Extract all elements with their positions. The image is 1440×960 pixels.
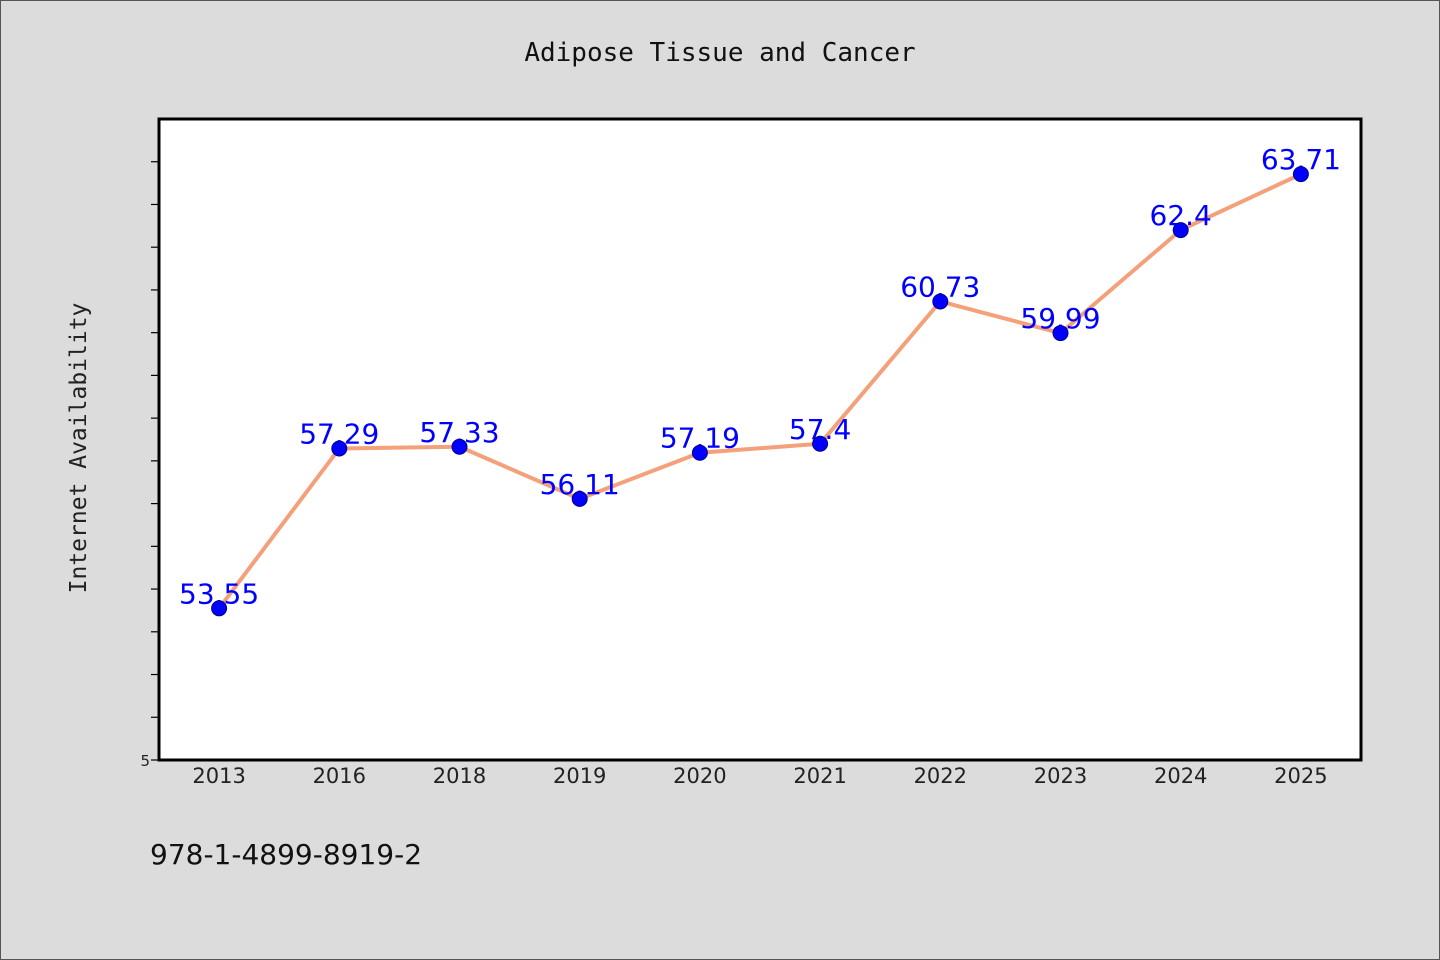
x-tick-label: 2020	[673, 764, 726, 788]
data-point	[331, 440, 348, 457]
y-tick-label: 5	[140, 752, 150, 770]
x-tick-label: 2016	[313, 764, 366, 788]
data-point	[691, 444, 708, 461]
data-point-group	[211, 166, 1309, 617]
x-tick-label: 2019	[553, 764, 606, 788]
data-point	[451, 438, 468, 455]
plot-area	[159, 119, 1361, 760]
x-tick-label: 2018	[433, 764, 486, 788]
x-axis-tick-labels: 2013 2016 2018 2019 2020 2021 2022 2023 2024 2025	[192, 764, 1327, 788]
data-point	[1172, 222, 1189, 239]
plot-frame	[157, 117, 1363, 762]
x-tick-label: 2021	[793, 764, 846, 788]
data-point	[571, 490, 588, 507]
x-tick-label: 2023	[1034, 764, 1087, 788]
data-point	[932, 293, 949, 310]
data-point	[211, 600, 228, 617]
data-point	[812, 435, 829, 452]
chart-title: Adipose Tissue and Cancer	[524, 38, 915, 68]
x-tick-label: 2025	[1274, 764, 1327, 788]
x-tick-label: 2024	[1154, 764, 1207, 788]
y-axis-label: Internet Availability	[66, 303, 92, 594]
x-tick-label: 2013	[192, 764, 245, 788]
data-point	[1052, 325, 1069, 342]
series-line	[217, 172, 1303, 611]
x-tick-label: 2022	[914, 764, 967, 788]
data-point	[1292, 166, 1309, 183]
footer-text: 978-1-4899-8919-2	[150, 838, 422, 871]
series-line-group	[217, 172, 1303, 611]
